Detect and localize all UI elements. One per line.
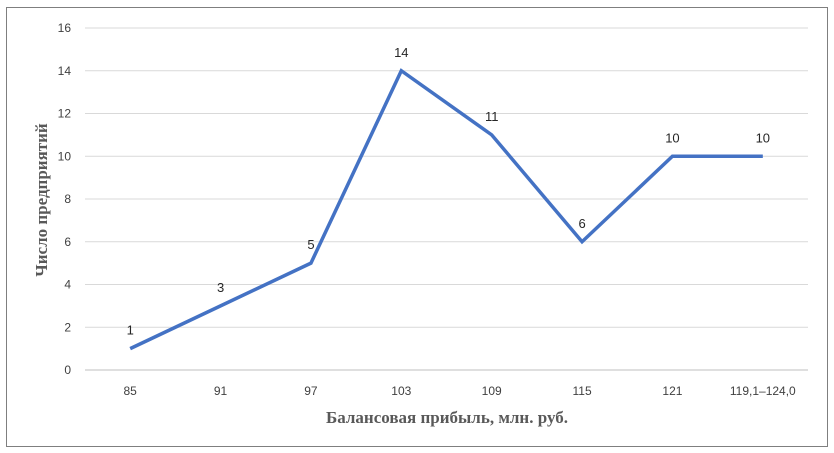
series-line-path [129,68,763,351]
series-line [129,68,763,351]
x-tick-labels: 85 91 97 103 109 115 121 119,1–124,0 [124,384,797,398]
y-tick-labels: 0 2 4 6 8 10 12 14 16 [58,21,72,377]
y-tick-label: 10 [58,149,72,163]
x-axis-title: Балансовая прибыль, млн. руб. [326,408,568,427]
data-label: 6 [578,216,585,231]
data-label: 5 [307,237,314,252]
x-tick-label: 121 [662,384,682,398]
x-tick-label: 91 [214,384,228,398]
y-tick-label: 8 [64,192,71,206]
x-tick-label: 109 [482,384,502,398]
x-tick-label: 103 [391,384,411,398]
data-label: 14 [394,45,408,60]
y-tick-label: 12 [58,107,72,121]
data-labels: 1 3 5 14 11 6 10 10 [127,45,770,338]
data-label: 10 [756,130,770,145]
x-tick-label: 97 [304,384,318,398]
y-tick-label: 0 [64,363,71,377]
x-tick-label: 115 [572,384,591,398]
y-tick-label: 4 [64,278,71,292]
data-label: 3 [217,280,224,295]
x-tick-label: 85 [124,384,138,398]
y-tick-label: 16 [58,21,72,35]
x-tick-label: 119,1–124,0 [730,384,796,398]
data-label: 1 [127,323,134,338]
y-axis-title: Число предприятий [32,123,51,277]
y-tick-label: 2 [64,320,71,334]
y-tick-label: 14 [58,64,72,78]
data-label: 11 [485,109,499,124]
y-tick-label: 6 [64,235,71,249]
data-label: 10 [665,130,679,145]
